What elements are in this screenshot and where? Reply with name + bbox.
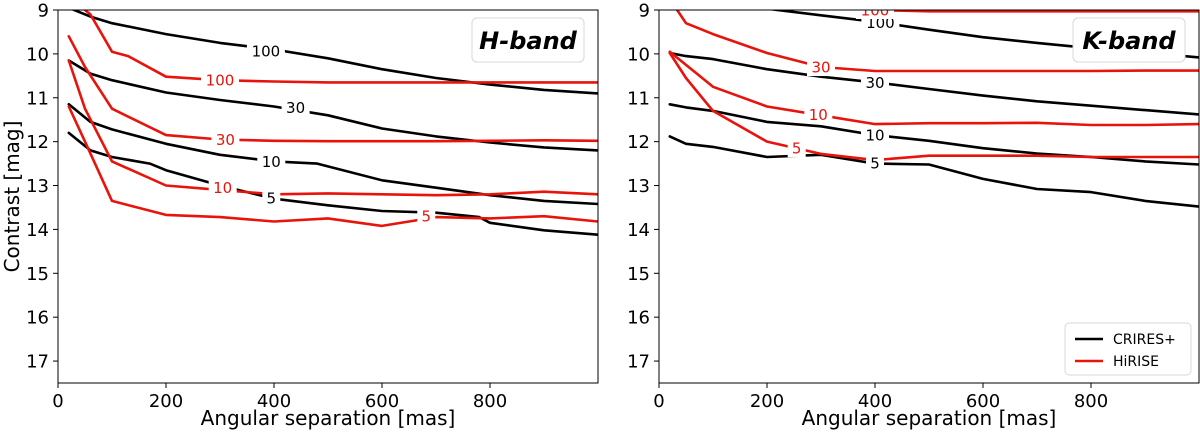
x-axis-label: Angular separation [mas] — [201, 406, 456, 430]
hirise-30-label-gap — [807, 58, 835, 77]
x-tick-label: 0 — [653, 391, 664, 412]
hirise-100-label: 100 — [861, 2, 890, 20]
x-tick-label: 200 — [149, 391, 183, 412]
hirise-5-line — [67, 105, 598, 228]
y-tick-label: 14 — [627, 220, 650, 241]
x-tick-label: 400 — [858, 391, 892, 412]
y-tick-label: 17 — [26, 352, 49, 373]
y-tick-label: 10 — [26, 44, 49, 65]
hirise-10-line — [668, 50, 1199, 127]
crires-30-label-gap — [861, 73, 889, 92]
band-title-box — [1072, 17, 1186, 63]
y-tick-label: 14 — [26, 220, 49, 241]
y-tick-label: 17 — [627, 352, 650, 373]
hirise-100-label-gap — [856, 10, 894, 19]
crires-5-line — [668, 135, 1199, 208]
crires-30-line — [668, 51, 1199, 116]
legend-label-crires-: CRIRES+ — [1113, 332, 1176, 348]
y-tick-label: 9 — [639, 1, 650, 22]
crires-30-label-gap — [281, 98, 310, 117]
axes-frame — [658, 9, 1200, 384]
hirise-100-line — [82, 10, 598, 84]
axes-frame — [57, 9, 599, 384]
crires-30-label: 30 — [865, 74, 884, 92]
hirise-30-line — [675, 10, 1199, 73]
y-tick-label: 11 — [627, 88, 650, 109]
hirise-5-label: 5 — [422, 208, 432, 226]
crires-10-line — [67, 103, 598, 206]
crires-100-label: 100 — [252, 42, 281, 60]
hirise-5-label: 5 — [792, 140, 802, 158]
y-tick-label: 11 — [26, 88, 49, 109]
x-axis-label: Angular separation [mas] — [802, 406, 1057, 430]
y-tick-label: 16 — [627, 308, 650, 329]
y-tick-label: 15 — [627, 264, 650, 285]
y-tick-label: 10 — [627, 44, 650, 65]
x-tick-label: 200 — [750, 391, 784, 412]
hirise-30-label: 30 — [216, 131, 235, 149]
x-tick-label: 0 — [52, 391, 63, 412]
y-tick-label: 13 — [627, 176, 650, 197]
legend-label-hirise: HiRISE — [1113, 354, 1159, 370]
y-tick-label: 13 — [26, 176, 49, 197]
hirise-30-line — [67, 34, 598, 143]
y-tick-label: 12 — [26, 132, 49, 153]
crires-5-label: 5 — [267, 189, 277, 207]
hirise-100-label: 100 — [206, 72, 235, 90]
crires-100-line — [70, 10, 598, 95]
hirise-5-line — [668, 51, 1199, 162]
band-title-box — [471, 17, 585, 63]
y-tick-label: 15 — [26, 264, 49, 285]
crires-30-line — [67, 59, 598, 152]
hirise-10-line — [67, 59, 598, 197]
crires-10-label: 10 — [262, 153, 281, 171]
y-axis-label: Contrast [mag] — [0, 121, 24, 273]
y-tick-label: 12 — [627, 132, 650, 153]
x-tick-label: 800 — [1074, 391, 1108, 412]
x-tick-label: 800 — [473, 391, 507, 412]
crires-5-label-gap — [262, 188, 281, 207]
hirise-30-label: 30 — [811, 59, 830, 77]
h-band-panel: 100 30 10 5 100 30 10 5 0 200 400 600 800 9 10 11 12 13 14… — [0, 1, 599, 430]
hirise-10-label: 10 — [213, 179, 232, 197]
hirise-10-label-gap — [208, 178, 237, 197]
x-tick-label: 600 — [365, 391, 399, 412]
y-tick-label: 9 — [38, 1, 49, 22]
crires-5-label-gap — [866, 154, 884, 173]
hirise-10-label: 10 — [809, 106, 828, 124]
hirise-30-label-gap — [211, 130, 240, 149]
crires-100-label-gap — [246, 41, 285, 60]
crires-10-label-gap — [861, 126, 889, 145]
crires-5-label: 5 — [870, 155, 880, 173]
band-title: H-band — [479, 27, 578, 55]
plot-area: 100 30 10 5 100 30 10 5 — [67, 10, 598, 236]
hirise-100-label-gap — [201, 71, 239, 90]
hirise-10-label-gap — [804, 105, 833, 124]
crires-5-line — [67, 131, 598, 236]
hirise-5-label-gap — [787, 139, 806, 158]
x-tick-label: 600 — [966, 391, 1000, 412]
y-tick-label: 16 — [26, 308, 49, 329]
band-title: K-band — [1082, 27, 1176, 55]
crires-10-label: 10 — [865, 127, 884, 145]
crires-30-label: 30 — [286, 99, 305, 117]
hirise-5-label-gap — [417, 207, 436, 226]
x-tick-label: 400 — [257, 391, 291, 412]
crires-10-label-gap — [257, 152, 286, 171]
